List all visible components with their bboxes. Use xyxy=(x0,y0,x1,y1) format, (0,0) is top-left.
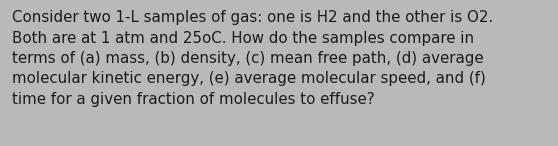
Text: Consider two 1-L samples of gas: one is H2 and the other is O2.
Both are at 1 at: Consider two 1-L samples of gas: one is … xyxy=(12,10,493,107)
